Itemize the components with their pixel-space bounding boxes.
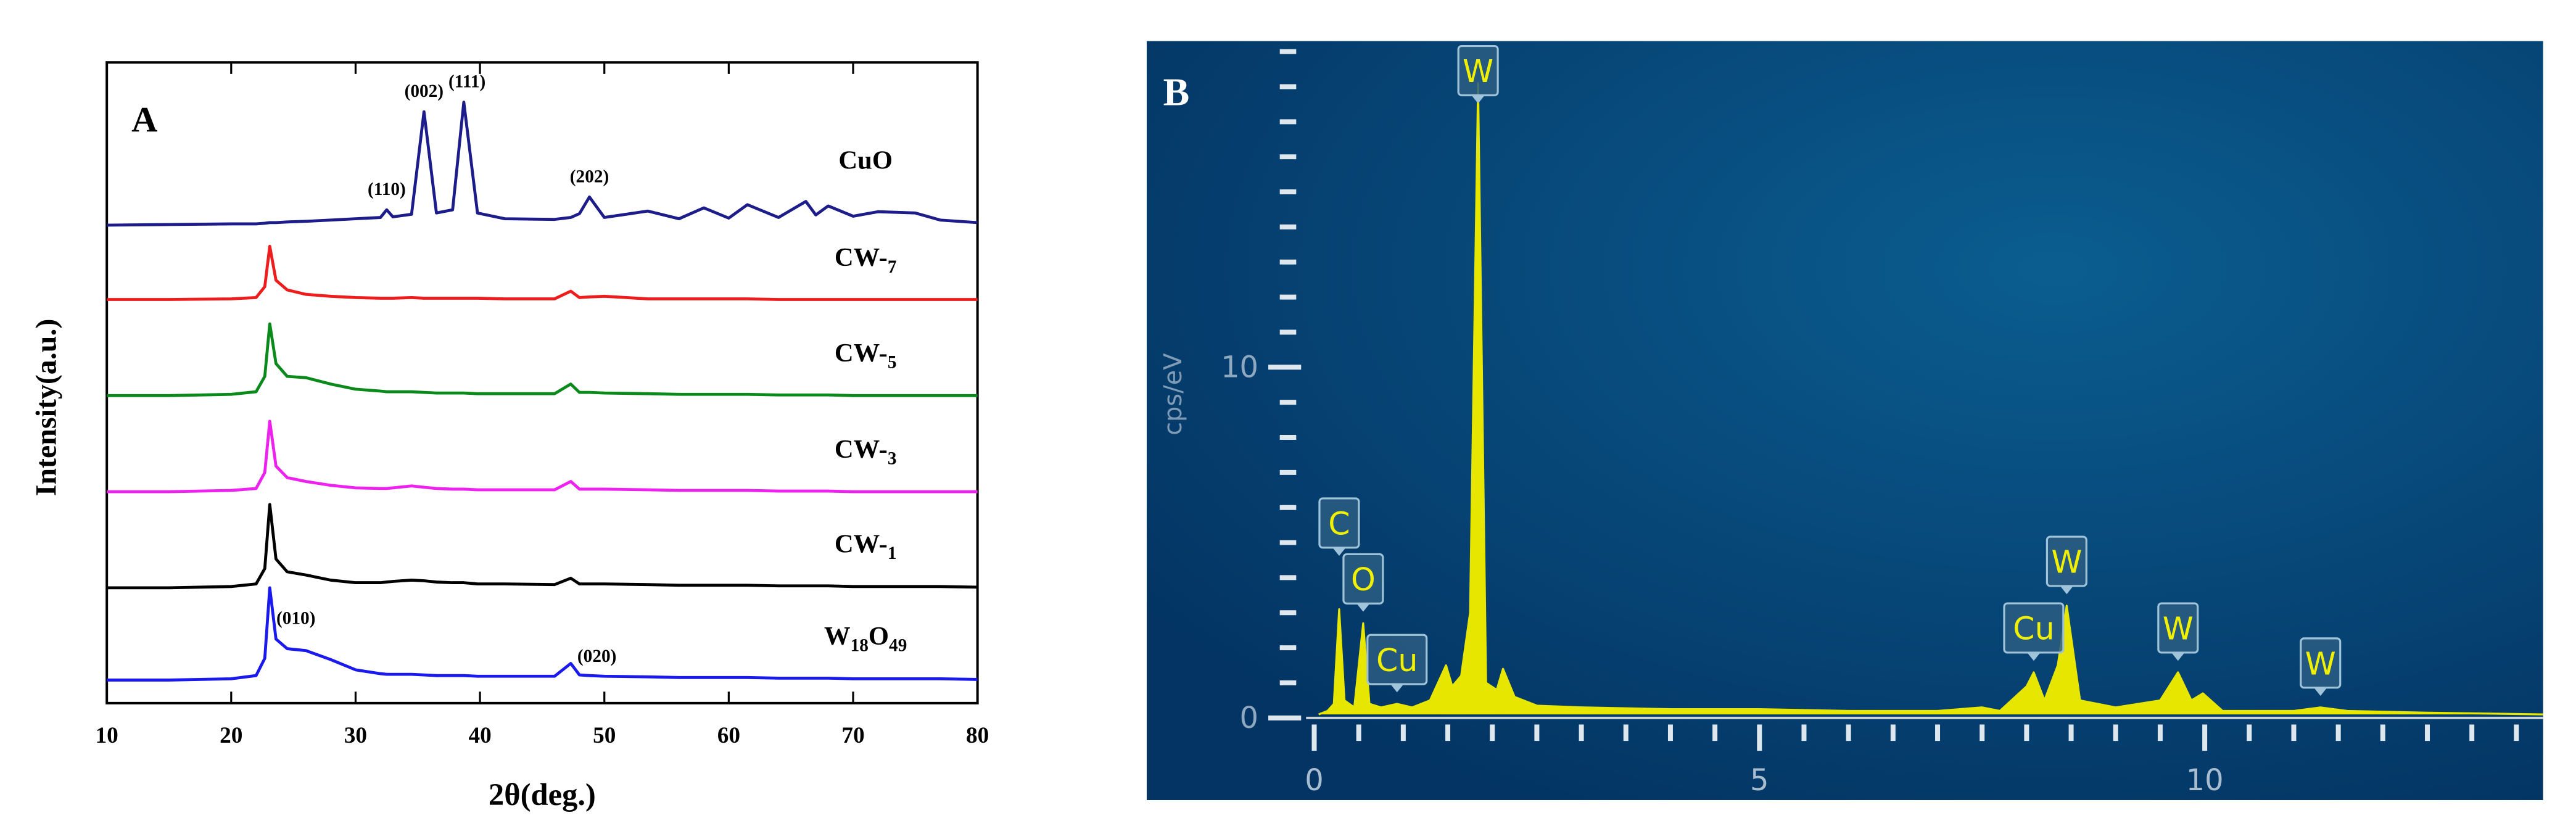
series-label: CW-1 bbox=[835, 529, 897, 563]
x-tick-label: 5 bbox=[1750, 764, 1769, 798]
y-tick-label: 10 bbox=[1221, 350, 1258, 384]
panel-a: A 2θ(deg.) Intensity(a.u.) 10 20 30 40 50 60 7… bbox=[30, 61, 989, 812]
series-line bbox=[107, 101, 978, 227]
plot-frame bbox=[105, 61, 979, 704]
series-label: CW-7 bbox=[835, 243, 897, 277]
series-label: W18O49 bbox=[824, 622, 907, 656]
panel-label: B bbox=[1163, 70, 1190, 114]
peak-label-pointer bbox=[1390, 684, 1404, 693]
peak-label-pointer bbox=[2060, 585, 2074, 595]
peak-label-box bbox=[2157, 602, 2199, 654]
peak-label: W bbox=[2163, 611, 2194, 647]
peak-label: W bbox=[1463, 53, 1493, 89]
peak-label: (202) bbox=[570, 167, 609, 186]
x-tick-label: 20 bbox=[220, 723, 242, 748]
peak-label-pointer bbox=[2027, 652, 2041, 661]
peak-label: O bbox=[1351, 561, 1376, 598]
x-tick-label: 40 bbox=[468, 723, 491, 748]
peak-label: (020) bbox=[577, 646, 616, 666]
peak-label-pointer bbox=[2314, 687, 2327, 696]
series-line bbox=[107, 503, 978, 590]
peak-label: C bbox=[1328, 506, 1350, 542]
x-tick-label: 0 bbox=[1305, 764, 1324, 798]
x-tick-label: 60 bbox=[717, 723, 740, 748]
x-axis-label: 2θ(deg.) bbox=[489, 777, 596, 812]
x-tick-label: 70 bbox=[841, 723, 864, 748]
panel-b: B cps/eV 0 10 0 5 10 W W W Cu W Cu OC bbox=[1146, 41, 2543, 800]
peak-label-pointer bbox=[1332, 547, 1346, 556]
series-label: CW-5 bbox=[835, 339, 897, 373]
peak-label: W bbox=[2051, 544, 2082, 580]
y-tick-label: 0 bbox=[1240, 701, 1259, 735]
peak-label-pointer bbox=[2171, 652, 2185, 661]
series-line bbox=[107, 586, 978, 682]
x-tick-label: 30 bbox=[344, 723, 367, 748]
spectrum-area bbox=[1318, 82, 2543, 716]
series-label: CuO bbox=[838, 146, 893, 175]
x-tick-label: 10 bbox=[96, 723, 118, 748]
peak-label: (110) bbox=[368, 180, 406, 199]
peak-label: Cu bbox=[2013, 611, 2054, 647]
x-tick-label: 10 bbox=[2186, 764, 2224, 798]
peak-label: Cu bbox=[1376, 642, 1418, 679]
peak-label-box bbox=[2003, 602, 2065, 654]
series-line bbox=[107, 322, 978, 397]
x-tick-label: 80 bbox=[966, 723, 989, 748]
peak-label: W bbox=[2305, 645, 2336, 682]
y-axis-label: Intensity(a.u.) bbox=[30, 319, 63, 497]
peak-label: (010) bbox=[276, 609, 315, 629]
series-label: CW-3 bbox=[835, 435, 897, 469]
x-tick-label: 50 bbox=[593, 723, 616, 748]
series-line bbox=[107, 419, 978, 493]
panel-label: A bbox=[131, 99, 157, 139]
peak-label-pointer bbox=[1471, 95, 1485, 104]
peak-label: (002) bbox=[405, 81, 444, 101]
series-line bbox=[107, 244, 978, 301]
y-axis-label: cps/eV bbox=[1159, 353, 1187, 435]
peak-label: (111) bbox=[448, 72, 485, 92]
peak-label-pointer bbox=[1356, 603, 1370, 612]
